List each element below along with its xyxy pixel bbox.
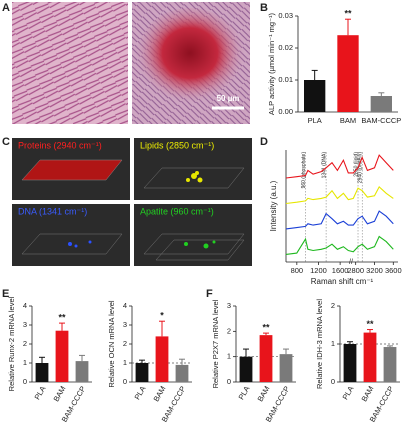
significance: ** <box>262 322 270 332</box>
significance: * <box>160 311 164 321</box>
bar <box>55 330 69 382</box>
bar <box>259 335 273 382</box>
panel-label: C <box>2 136 10 148</box>
break-mark: // <box>349 259 353 266</box>
y-axis-title: Relative IDH-3 mRNA level <box>315 299 324 389</box>
y-tick-label: 2 <box>331 301 335 310</box>
bar <box>370 96 392 112</box>
bar <box>135 363 149 382</box>
y-tick-label: 0 <box>23 377 27 386</box>
y-axis-title: Relative Runx-2 mRNA level <box>7 296 16 391</box>
panel-label: D <box>260 136 268 148</box>
y-tick-label: 0.03 <box>278 11 293 20</box>
spectrum <box>285 154 394 179</box>
y-tick-label: 1 <box>331 339 335 348</box>
panel-label: A <box>2 2 10 14</box>
bar <box>343 344 357 382</box>
bar <box>337 35 359 113</box>
y-tick-label: 1 <box>123 358 127 367</box>
lipid-spots <box>186 171 203 183</box>
panel-label: F <box>206 288 213 300</box>
y-tick-label: 2 <box>227 326 231 335</box>
y-tick-label: 1 <box>227 352 231 361</box>
x-tick-label: PLA <box>133 384 148 401</box>
x-tick-label: 1600 <box>332 266 349 275</box>
y-tick-label: 0.02 <box>278 43 293 52</box>
apatite-spots <box>184 240 216 249</box>
render-label: Lipids (2850 cm⁻¹) <box>140 140 214 150</box>
y-tick-label: 0 <box>123 377 127 386</box>
panel-label: E <box>2 288 9 300</box>
x-tick-label: PLA <box>33 384 48 401</box>
bar <box>239 356 253 382</box>
y-tick-label: 4 <box>23 301 27 310</box>
render-box <box>21 167 245 261</box>
x-tick-label: 3200 <box>366 266 383 275</box>
y-axis-title: Relative P2X7 mRNA level <box>211 299 220 388</box>
y-tick-label: 3 <box>227 301 231 310</box>
x-tick-label: 2800 <box>347 266 364 275</box>
x-tick-label: BAM <box>340 116 356 125</box>
render <box>134 138 252 200</box>
render-label: Proteins (2940 cm⁻¹) <box>18 140 102 150</box>
y-tick-label: 0.00 <box>278 107 293 116</box>
x-tick-label: PLA <box>308 116 322 125</box>
render-label: Apatite (960 cm⁻¹) <box>140 206 214 216</box>
protein-volume <box>21 159 123 181</box>
bar <box>383 347 397 382</box>
spectrum <box>285 235 394 255</box>
micrograph <box>12 2 128 124</box>
bar <box>363 332 377 382</box>
annotation: 2850 (lipid) <box>353 152 359 177</box>
render <box>12 204 130 266</box>
y-axis-title: Intensity (a.u.) <box>269 180 278 231</box>
y-tick-label: 3 <box>23 320 27 329</box>
significance: ** <box>344 9 352 19</box>
x-axis-title: Raman shift cm⁻¹ <box>311 277 374 286</box>
x-tick-label: 800 <box>291 266 304 275</box>
y-tick-label: 2 <box>23 339 27 348</box>
spectrum <box>285 210 394 230</box>
render <box>134 204 252 266</box>
bar <box>175 364 189 382</box>
annotation: 2940 (protein) <box>358 152 364 183</box>
x-tick-label: PLA <box>237 384 252 401</box>
scale-label: 50 µm <box>217 94 240 103</box>
bar <box>35 363 49 382</box>
y-tick-label: 0 <box>227 377 231 386</box>
y-tick-label: 3 <box>123 320 127 329</box>
render-group: Proteins (2940 cm⁻¹) Lipids (2850 cm⁻¹) … <box>12 138 252 266</box>
significance: ** <box>366 319 374 329</box>
significance: ** <box>58 312 66 322</box>
y-tick-label: 0 <box>331 377 335 386</box>
y-tick-label: 4 <box>123 301 127 310</box>
y-axis-title: Relative OCN mRNA level <box>107 300 116 387</box>
x-tick-label: 3600 <box>385 266 402 275</box>
render-label: DNA (1341 cm⁻¹) <box>18 206 87 216</box>
bar <box>155 336 169 382</box>
dna-spots <box>68 240 92 248</box>
x-tick-label: BAM <box>360 384 376 403</box>
y-tick-label: 1 <box>23 358 27 367</box>
y-tick-label: 2 <box>123 339 127 348</box>
stain <box>135 8 245 108</box>
x-tick-label: 1200 <box>310 266 327 275</box>
x-tick-label: BAM <box>256 384 272 403</box>
x-tick-label: BAM <box>52 384 68 403</box>
bar <box>75 361 89 382</box>
bar <box>304 80 326 112</box>
x-tick-label: PLA <box>341 384 356 401</box>
annotation: 1341 (DNA) <box>321 152 327 179</box>
y-axis-title: ALP activity (µmol min⁻¹ mg⁻¹) <box>267 12 276 115</box>
x-tick-label: BAM <box>152 384 168 403</box>
annotation: 960 (phosphate) <box>301 152 307 189</box>
spectrum <box>285 186 394 205</box>
panel-label: B <box>260 2 268 14</box>
x-tick-label: BAM-CCCP <box>361 116 401 125</box>
bar <box>279 354 293 382</box>
y-tick-label: 0.01 <box>278 75 293 84</box>
